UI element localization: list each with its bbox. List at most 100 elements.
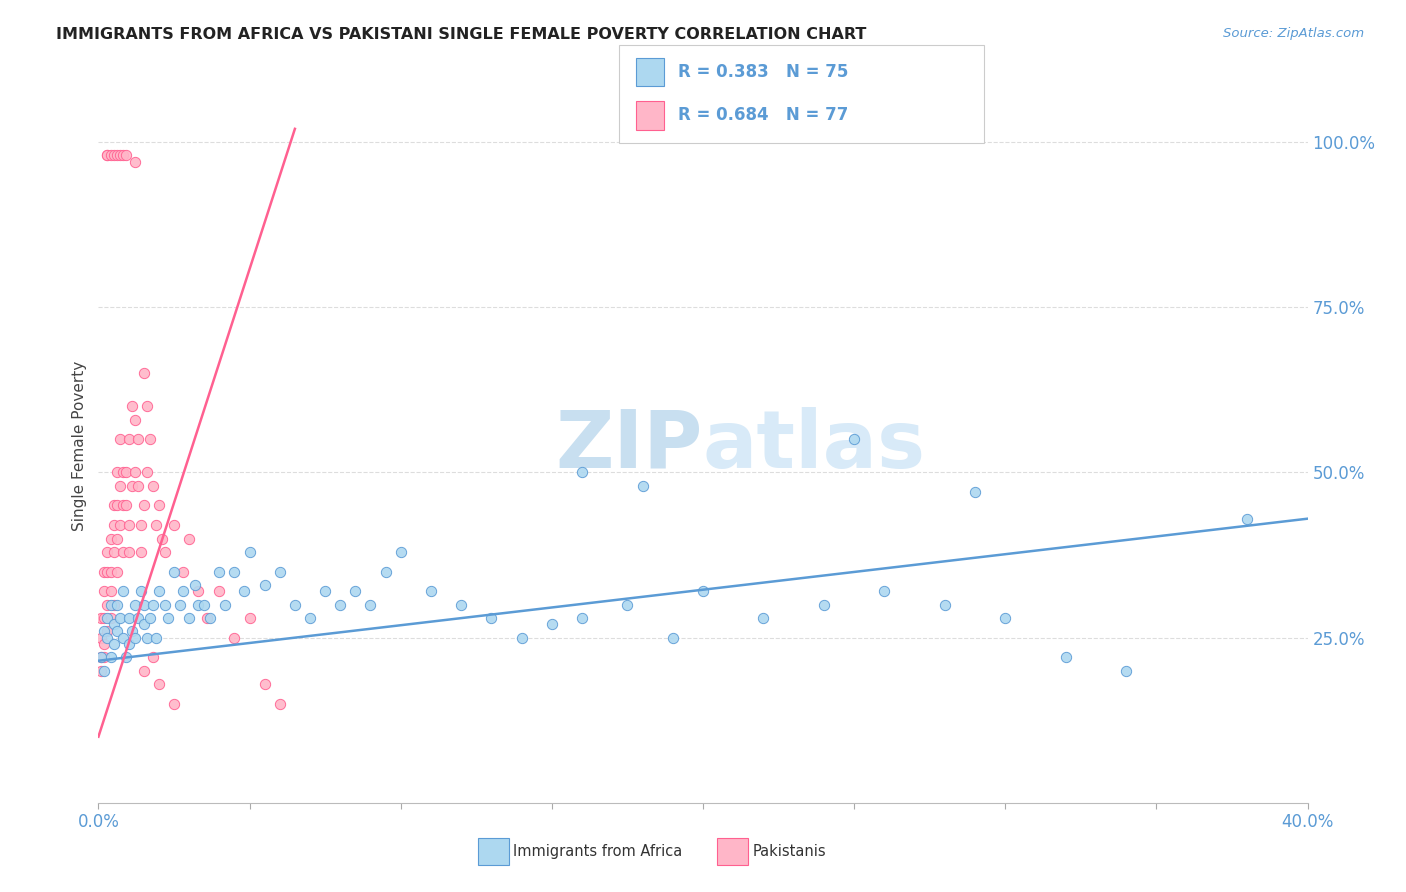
Point (118, 518, 141, 533)
Point (329, 598, 352, 612)
Point (100, 148, 122, 162)
Point (132, 617, 155, 632)
Point (360, 598, 382, 612)
Point (103, 598, 125, 612)
Point (96, 624, 118, 638)
Text: ZIP: ZIP (555, 407, 703, 485)
Point (965, 485, 987, 500)
Point (172, 565, 194, 579)
Point (631, 478, 654, 492)
Point (420, 584, 443, 599)
Point (450, 598, 472, 612)
Point (103, 545, 125, 559)
Point (105, 565, 128, 579)
Point (100, 584, 122, 599)
Point (510, 631, 533, 645)
Point (139, 611, 162, 625)
Point (100, 532, 122, 546)
Point (124, 466, 146, 480)
Point (148, 677, 170, 691)
Point (105, 499, 128, 513)
Point (105, 466, 128, 480)
Point (105, 532, 128, 546)
Point (844, 433, 866, 447)
Point (90, 611, 112, 625)
Point (163, 565, 186, 579)
Point (96, 545, 118, 559)
Point (121, 478, 143, 492)
Point (752, 611, 775, 625)
Point (114, 650, 136, 665)
Point (114, 148, 136, 162)
Point (135, 631, 157, 645)
Point (114, 466, 136, 480)
Point (127, 611, 149, 625)
Point (389, 545, 412, 559)
Point (111, 631, 134, 645)
Point (111, 148, 134, 162)
Point (142, 598, 165, 612)
Point (108, 478, 131, 492)
Point (93, 624, 115, 638)
Point (118, 545, 141, 559)
Point (129, 545, 152, 559)
Point (269, 565, 291, 579)
Point (124, 598, 146, 612)
Point (103, 637, 125, 651)
Point (93, 650, 115, 665)
Point (118, 611, 141, 625)
Text: R = 0.684   N = 77: R = 0.684 N = 77 (678, 106, 848, 124)
Point (96, 598, 118, 612)
Point (153, 598, 176, 612)
Point (187, 584, 209, 599)
Point (124, 412, 146, 426)
Text: IMMIGRANTS FROM AFRICA VS PAKISTANI SINGLE FEMALE POVERTY CORRELATION CHART: IMMIGRANTS FROM AFRICA VS PAKISTANI SING… (56, 27, 866, 42)
Point (195, 611, 218, 625)
Text: Immigrants from Africa: Immigrants from Africa (513, 845, 682, 859)
Point (100, 650, 122, 665)
Point (132, 664, 155, 678)
Point (193, 598, 215, 612)
Point (314, 584, 336, 599)
Point (299, 611, 322, 625)
Point (616, 598, 638, 612)
Point (253, 578, 276, 592)
Point (105, 148, 128, 162)
Point (1054, 650, 1077, 665)
Point (103, 518, 125, 533)
Point (93, 611, 115, 625)
Point (132, 598, 155, 612)
Point (105, 598, 128, 612)
Point (873, 584, 896, 599)
Point (139, 433, 162, 447)
Point (813, 598, 835, 612)
Point (132, 499, 155, 513)
Point (96, 148, 118, 162)
Point (692, 584, 714, 599)
Point (90, 664, 112, 678)
Point (208, 584, 231, 599)
Point (105, 624, 128, 638)
Point (96, 565, 118, 579)
Point (187, 598, 209, 612)
Point (148, 499, 170, 513)
Point (571, 466, 593, 480)
Point (208, 565, 231, 579)
Y-axis label: Single Female Poverty: Single Female Poverty (72, 361, 87, 531)
Point (239, 545, 262, 559)
Point (90, 631, 112, 645)
Point (118, 433, 141, 447)
Point (163, 697, 186, 711)
Point (481, 611, 503, 625)
Point (179, 611, 201, 625)
Point (571, 611, 593, 625)
Point (169, 598, 191, 612)
Point (103, 499, 125, 513)
Point (108, 148, 131, 162)
Point (934, 598, 956, 612)
Point (124, 154, 146, 169)
Point (156, 611, 179, 625)
Point (124, 631, 146, 645)
Point (103, 148, 125, 162)
Point (284, 598, 307, 612)
